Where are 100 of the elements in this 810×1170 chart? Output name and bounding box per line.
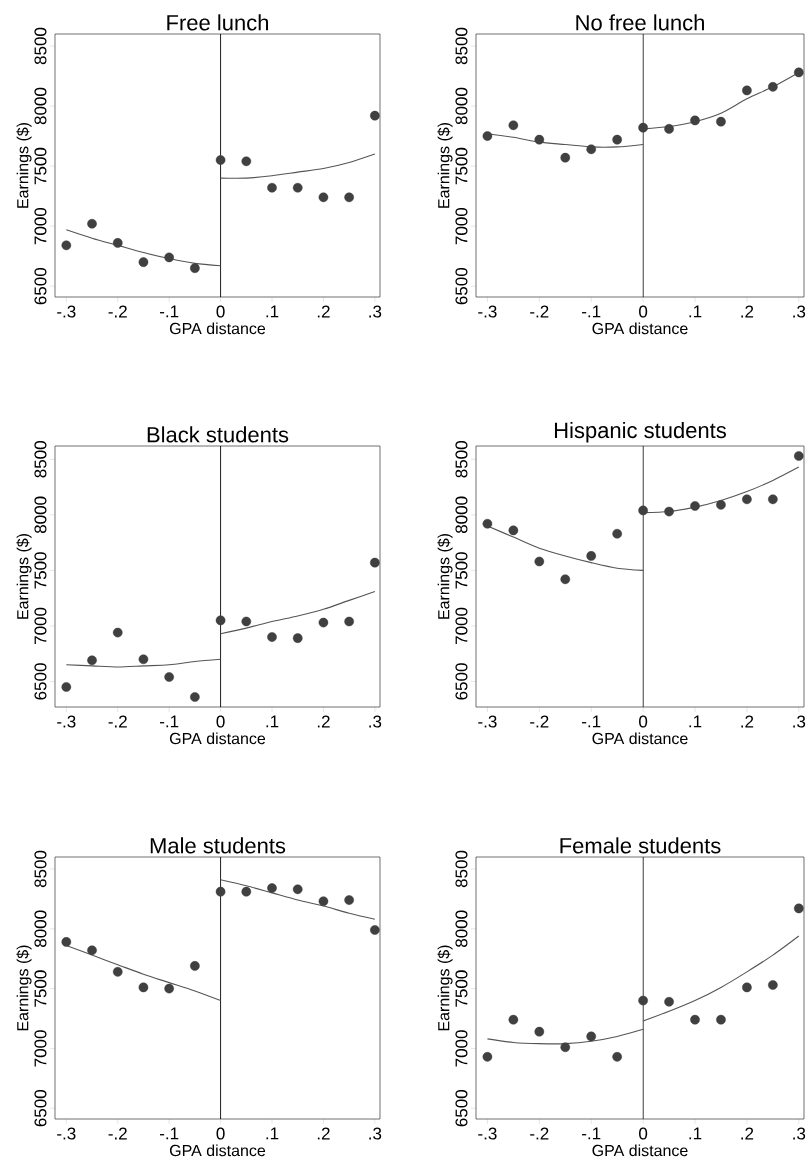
y-tick-label: 7000 xyxy=(34,1030,47,1067)
chart-title: Free lunch xyxy=(167,14,269,31)
point xyxy=(267,883,277,893)
y-tick-label: 7500 xyxy=(34,970,47,1007)
point xyxy=(716,1014,726,1025)
point xyxy=(638,122,648,133)
point xyxy=(370,925,380,935)
chart-title: Black students xyxy=(147,426,289,443)
line-series xyxy=(642,935,800,1022)
point xyxy=(742,494,752,505)
x-tick-label: .2 xyxy=(741,715,754,728)
point xyxy=(61,240,72,251)
point xyxy=(190,263,200,273)
y-tick-label: 7000 xyxy=(455,1030,468,1067)
point xyxy=(690,115,700,126)
x-tick-label: 0 xyxy=(639,1127,648,1140)
point xyxy=(241,616,252,627)
point xyxy=(138,654,149,665)
point xyxy=(716,500,726,510)
point xyxy=(716,116,726,127)
x-tick-label: 0 xyxy=(216,1127,225,1140)
y-tick-label: 8000 xyxy=(455,87,468,125)
point xyxy=(482,1052,493,1062)
point xyxy=(534,134,545,145)
point xyxy=(318,192,329,203)
point xyxy=(344,192,354,203)
x-tick-label: -.3 xyxy=(478,1127,497,1140)
point xyxy=(112,967,123,977)
line-series xyxy=(220,590,376,635)
y-tick-label: 8500 xyxy=(34,850,47,888)
point xyxy=(292,884,303,895)
point xyxy=(164,983,174,994)
x-tick-label: .2 xyxy=(317,305,330,318)
point xyxy=(344,895,354,905)
y-tick-label: 7500 xyxy=(34,147,47,185)
chart-title: No free lunch xyxy=(576,14,704,31)
point xyxy=(87,655,97,666)
x-tick-label: -.1 xyxy=(582,715,601,728)
point xyxy=(215,615,226,626)
x-tick-label: -.2 xyxy=(108,1127,127,1140)
y-axis-title: Earnings ($) xyxy=(437,945,453,1031)
point xyxy=(61,682,72,692)
y-axis-title: Earnings ($) xyxy=(16,533,32,619)
point xyxy=(215,155,226,165)
y-tick-label: 8500 xyxy=(455,441,468,478)
point xyxy=(267,632,277,642)
point xyxy=(508,525,519,536)
point xyxy=(508,1014,519,1025)
y-tick-label: 7500 xyxy=(455,552,468,589)
point xyxy=(292,182,303,193)
point xyxy=(164,252,174,263)
point xyxy=(292,633,303,643)
y-axis-title: Earnings ($) xyxy=(437,533,453,619)
y-axis-title: Earnings ($) xyxy=(16,122,32,208)
point xyxy=(664,124,674,134)
y-tick-label: 7500 xyxy=(34,552,47,589)
line-series xyxy=(220,879,376,920)
y-axis-title: Earnings ($) xyxy=(16,945,32,1031)
x-tick-label: .1 xyxy=(689,715,702,728)
point xyxy=(560,574,571,585)
chart-title: Hispanic students xyxy=(554,421,726,443)
point xyxy=(690,1014,700,1025)
y-tick-label: 7000 xyxy=(34,207,47,245)
x-tick-label: -.1 xyxy=(582,305,601,318)
point xyxy=(768,82,778,92)
x-tick-label: -.3 xyxy=(57,305,76,318)
point xyxy=(318,896,329,907)
point xyxy=(586,551,597,561)
point xyxy=(742,982,752,993)
point xyxy=(241,886,252,897)
point xyxy=(768,494,778,505)
point xyxy=(138,257,149,267)
x-axis-title: GPA distance xyxy=(592,322,688,335)
y-axis-title: Earnings ($) xyxy=(437,122,453,208)
point xyxy=(742,85,752,96)
point xyxy=(768,980,778,990)
point xyxy=(690,501,700,511)
x-tick-label: -.2 xyxy=(530,715,549,728)
x-axis-title: GPA distance xyxy=(169,322,266,335)
x-tick-label: -.1 xyxy=(159,1127,179,1140)
x-tick-label: .3 xyxy=(793,305,806,318)
point xyxy=(586,144,597,155)
point xyxy=(586,1031,597,1042)
x-tick-label: -.3 xyxy=(57,715,76,728)
y-tick-label: 8000 xyxy=(455,910,468,947)
y-tick-label: 8500 xyxy=(455,850,468,888)
x-tick-label: .1 xyxy=(689,1127,702,1140)
x-tick-label: -.1 xyxy=(582,1127,601,1140)
y-tick-label: 6500 xyxy=(455,663,468,700)
x-tick-label: -.2 xyxy=(530,1127,549,1140)
point xyxy=(560,1042,571,1053)
y-tick-label: 7000 xyxy=(455,207,468,245)
x-tick-label: .2 xyxy=(741,305,754,318)
point xyxy=(612,528,622,539)
y-tick-label: 6500 xyxy=(455,1090,468,1127)
x-tick-label: 0 xyxy=(216,715,225,728)
y-tick-label: 8000 xyxy=(34,910,47,947)
point xyxy=(482,131,493,141)
x-tick-label: -.2 xyxy=(108,305,127,318)
point xyxy=(534,556,545,567)
